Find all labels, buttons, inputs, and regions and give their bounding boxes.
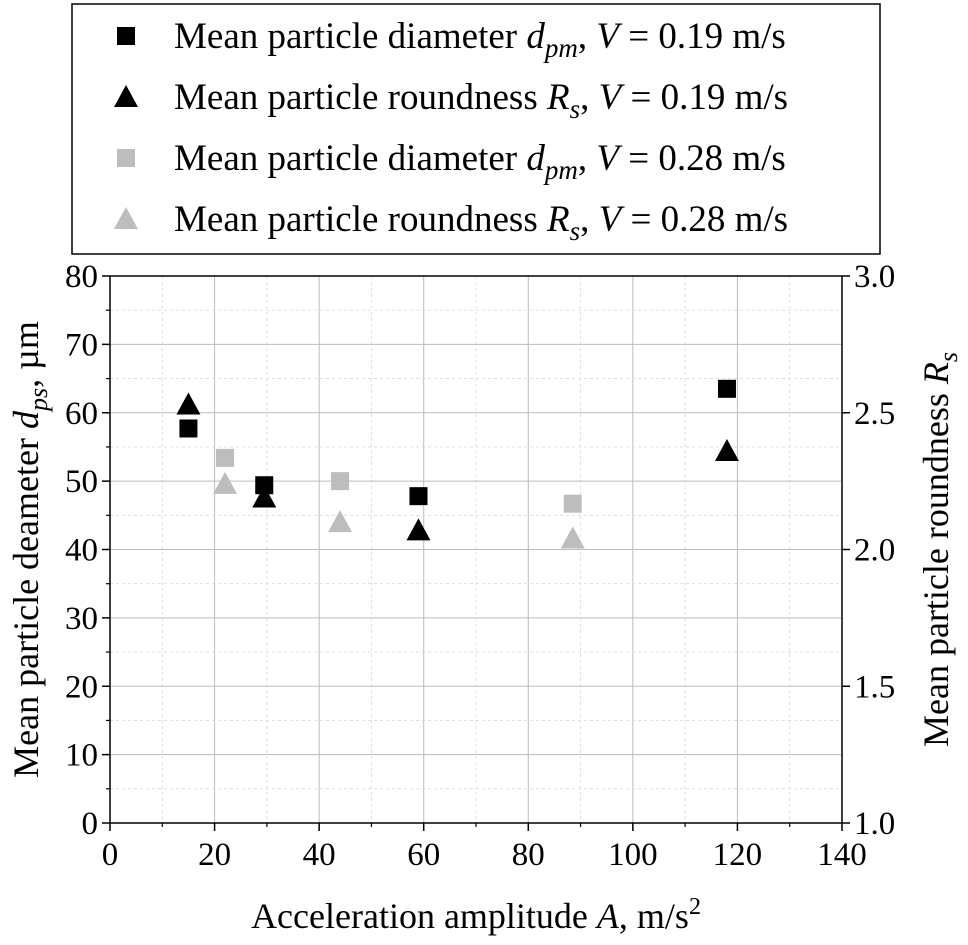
x-tick-label: 60 [407, 837, 440, 873]
data-point-square [216, 448, 235, 467]
x-tick-label: 120 [713, 837, 763, 873]
x-tick-label: 0 [102, 837, 119, 873]
series-3 [216, 448, 582, 513]
y-right-axis-title: Mean particle roundness Rs [916, 352, 963, 747]
x-tick-label: 20 [198, 837, 231, 873]
legend-label: Mean particle diameter dpm, V = 0.19 m/s [174, 16, 786, 63]
data-point-square [717, 379, 736, 398]
y-left-tick-label: 70 [65, 327, 98, 363]
y-left-axis-title: Mean particle deameter dps, µm [6, 321, 53, 778]
data-point-square [409, 487, 428, 506]
legend: Mean particle diameter dpm, V = 0.19 m/s… [71, 3, 881, 255]
data-point-square [255, 476, 274, 495]
legend-triangle-marker [114, 85, 138, 107]
data-point-square [563, 494, 582, 513]
legend-label: Mean particle roundness Rs, V = 0.19 m/s [174, 77, 788, 124]
axes [102, 275, 850, 831]
legend-triangle-marker [114, 207, 138, 229]
y-left-tick-label: 10 [65, 738, 98, 774]
axis-titles: Acceleration amplitude A, m/s2 Mean parti… [6, 321, 963, 936]
y-right-axis-title-group: Mean particle roundness Rs [916, 352, 963, 747]
series-4 [213, 471, 585, 549]
data-points [176, 379, 739, 549]
legend-label: Mean particle diameter dpm, V = 0.28 m/s [174, 138, 786, 185]
legend-square-marker [117, 27, 135, 45]
legend-item: Mean particle diameter dpm, V = 0.19 m/s [117, 16, 786, 63]
series-1 [179, 379, 736, 506]
series-2 [176, 392, 739, 541]
y-left-tick-label: 80 [65, 259, 98, 295]
data-point-triangle [252, 485, 277, 508]
legend-label: Mean particle roundness Rs, V = 0.28 m/s [174, 199, 788, 246]
data-point-square [331, 472, 350, 491]
x-tick-label: 80 [512, 837, 545, 873]
y-right-tick-label: 3.0 [854, 259, 895, 295]
data-point-triangle [213, 471, 238, 494]
data-point-triangle [176, 392, 201, 415]
y-left-axis-title-group: Mean particle deameter dps, µm [6, 321, 53, 778]
y-left-tick-label: 60 [65, 396, 98, 432]
data-point-triangle [406, 518, 431, 541]
y-left-tick-label: 50 [65, 464, 98, 500]
x-axis-title: Acceleration amplitude A, m/s2 [251, 894, 701, 936]
legend-item: Mean particle roundness Rs, V = 0.19 m/s [114, 77, 788, 124]
legend-square-marker [117, 149, 135, 167]
y-right-tick-label: 1.0 [854, 806, 895, 842]
y-right-tick-label: 1.5 [854, 669, 895, 705]
data-point-triangle [328, 510, 353, 533]
data-point-triangle [714, 439, 739, 462]
legend-item: Mean particle diameter dpm, V = 0.28 m/s [117, 138, 786, 185]
x-tick-label: 140 [817, 837, 867, 873]
x-tick-label: 100 [608, 837, 658, 873]
tick-labels: 0 20 40 60 80 100 120 140 0 10 20 30 40 50 60 70 80 1.0 1.… [65, 259, 895, 873]
legend-box [71, 3, 881, 255]
y-left-tick-label: 30 [65, 601, 98, 637]
x-tick-label: 40 [303, 837, 336, 873]
grid [110, 276, 842, 823]
y-left-tick-label: 0 [82, 806, 99, 842]
data-point-triangle [560, 526, 585, 549]
legend-item: Mean particle roundness Rs, V = 0.28 m/s [114, 199, 788, 246]
y-right-tick-label: 2.0 [854, 533, 895, 569]
data-point-square [179, 419, 198, 438]
y-left-tick-label: 40 [65, 533, 98, 569]
y-right-tick-label: 2.5 [854, 396, 895, 432]
y-left-tick-label: 20 [65, 669, 98, 705]
